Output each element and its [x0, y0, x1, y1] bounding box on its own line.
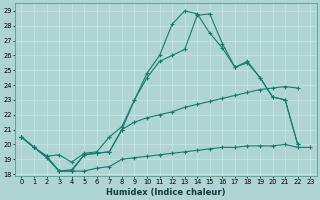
X-axis label: Humidex (Indice chaleur): Humidex (Indice chaleur)	[106, 188, 226, 197]
